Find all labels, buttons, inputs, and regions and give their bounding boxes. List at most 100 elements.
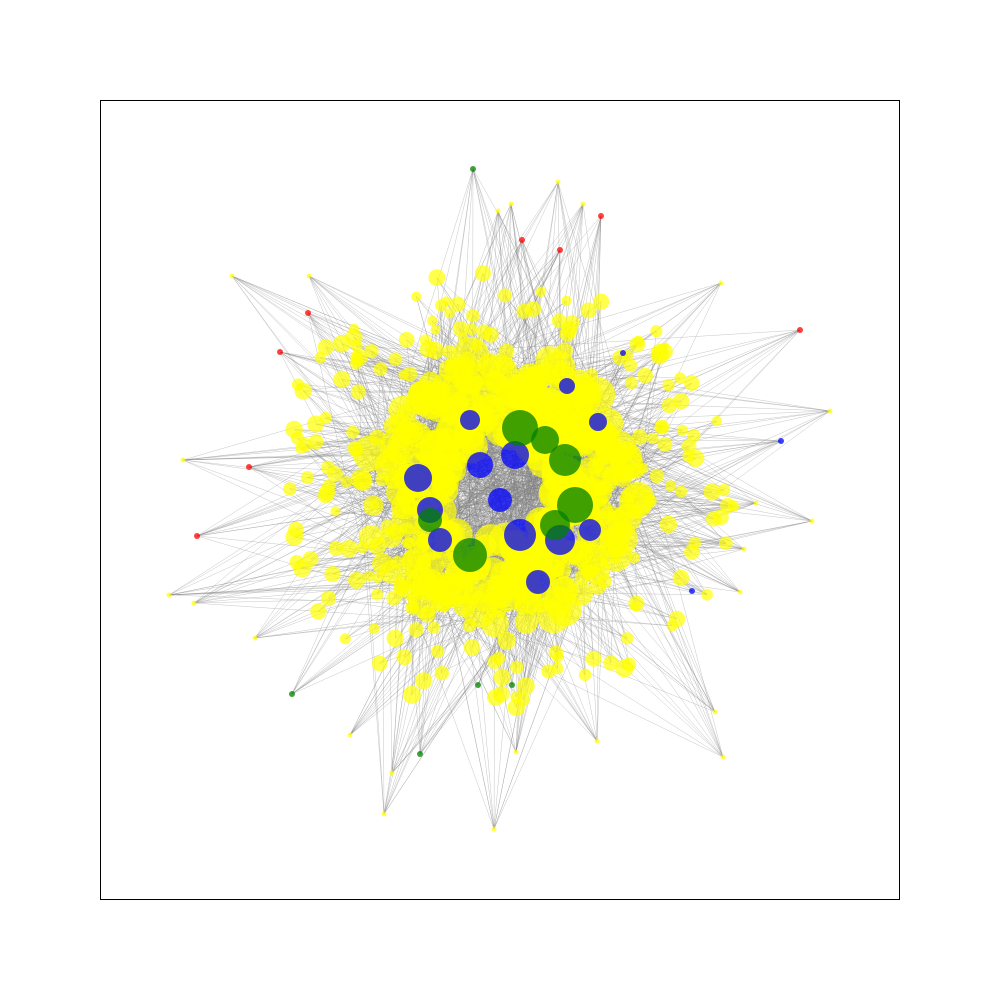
graph-node-yellow <box>289 555 305 570</box>
graph-node-yellow <box>322 479 336 493</box>
graph-node-blue <box>501 441 529 469</box>
graph-node-yellow <box>402 685 421 704</box>
graph-edge <box>279 351 428 389</box>
graph-node-yellow <box>585 650 602 667</box>
graph-node-blue <box>559 378 575 394</box>
graph-edge <box>413 607 495 830</box>
graph-node-yellow <box>580 302 597 319</box>
graph-node-yellow <box>548 645 564 660</box>
graph-node-yellow <box>302 551 319 567</box>
graph-node-yellow <box>330 506 341 517</box>
graph-node-yellow <box>625 376 638 390</box>
graph-node-yellow <box>400 547 432 578</box>
graph-node-yellow <box>442 344 457 359</box>
graph-node-yellow <box>415 672 433 690</box>
graph-edge <box>193 547 363 604</box>
graph-node-blue <box>488 488 512 512</box>
graph-node-yellow <box>703 483 721 501</box>
graph-node-red <box>194 533 200 539</box>
graph-node-yellow <box>672 569 690 587</box>
graph-node-yellow <box>350 468 372 490</box>
graph-node-yellow <box>532 363 556 387</box>
graph-node-yellow <box>431 472 457 498</box>
graph-node-yellow <box>324 566 341 583</box>
graph-node-yellow <box>498 288 513 303</box>
graph-node-yellow <box>373 362 388 376</box>
graph-node-yellow <box>419 371 442 395</box>
graph-node-yellow <box>363 570 375 582</box>
graph-node-yellow <box>717 483 731 497</box>
graph-edge <box>307 312 363 548</box>
graph-edge <box>513 203 584 395</box>
graph-node-yellow <box>396 649 413 666</box>
graph-node-yellow <box>283 482 297 496</box>
graph-node-blue <box>589 413 607 431</box>
graph-node-red <box>246 464 252 470</box>
graph-node-yellow <box>711 415 723 427</box>
graph-node-yellow <box>295 442 307 454</box>
graph-node-yellow <box>419 334 432 347</box>
graph-node-yellow <box>513 749 519 755</box>
graph-node-yellow <box>180 457 186 463</box>
graph-node-yellow <box>650 325 663 338</box>
graph-node-yellow <box>388 352 403 367</box>
graph-node-yellow <box>481 354 518 390</box>
graph-node-yellow <box>476 324 492 340</box>
graph-node-yellow <box>647 432 659 445</box>
graph-edge <box>557 181 644 469</box>
graph-node-red <box>557 247 563 253</box>
graph-node-green <box>531 426 559 454</box>
graph-node-yellow <box>453 336 490 373</box>
graph-node-yellow <box>444 308 455 319</box>
graph-edge <box>325 479 383 496</box>
graph-node-yellow <box>358 525 384 550</box>
graph-node-yellow <box>510 660 524 674</box>
graph-node-green <box>502 410 538 446</box>
graph-node-yellow <box>411 291 422 302</box>
graph-node-yellow <box>386 590 402 606</box>
graph-node-yellow <box>649 468 665 484</box>
graph-node-yellow <box>317 339 334 356</box>
graph-node-yellow <box>415 533 433 550</box>
graph-edge <box>168 584 409 596</box>
graph-node-yellow <box>621 632 634 645</box>
graph-node-yellow <box>434 666 449 681</box>
graph-node-yellow <box>435 440 458 463</box>
graph-node-blue <box>526 570 550 594</box>
graph-node-yellow <box>386 436 415 465</box>
graph-node-yellow <box>676 424 689 437</box>
graph-node-yellow <box>310 603 327 620</box>
graph-node-yellow <box>414 440 435 461</box>
graph-node-red <box>797 327 803 333</box>
graph-node-yellow <box>624 358 638 372</box>
graph-node-yellow <box>427 315 438 327</box>
graph-node-green <box>289 691 295 697</box>
graph-node-yellow <box>827 408 833 414</box>
graph-node-blue <box>620 350 626 356</box>
graph-node-yellow <box>427 621 441 634</box>
graph-node-yellow <box>466 308 480 323</box>
graph-node-yellow <box>632 335 645 348</box>
graph-node-yellow <box>495 208 501 214</box>
graph-node-yellow <box>252 635 258 641</box>
graph-node-yellow <box>809 518 815 524</box>
graph-node-yellow <box>462 592 498 628</box>
graph-node-blue <box>579 519 601 541</box>
graph-node-yellow <box>637 367 653 384</box>
graph-node-green <box>418 508 442 532</box>
graph-node-yellow <box>564 417 596 448</box>
graph-edge <box>383 587 456 815</box>
graph-node-yellow <box>285 528 304 546</box>
graph-node-yellow <box>371 588 384 601</box>
graph-node-yellow <box>603 655 619 671</box>
graph-edge <box>591 374 757 504</box>
graph-node-yellow <box>333 334 351 353</box>
graph-node-yellow <box>570 374 599 403</box>
graph-node-yellow <box>408 622 424 638</box>
graph-node-yellow <box>555 179 561 185</box>
graph-node-yellow <box>681 438 697 454</box>
graph-node-yellow <box>352 435 389 472</box>
graph-node-yellow <box>628 595 645 612</box>
graph-node-yellow <box>487 688 504 706</box>
graph-node-yellow <box>615 659 634 678</box>
